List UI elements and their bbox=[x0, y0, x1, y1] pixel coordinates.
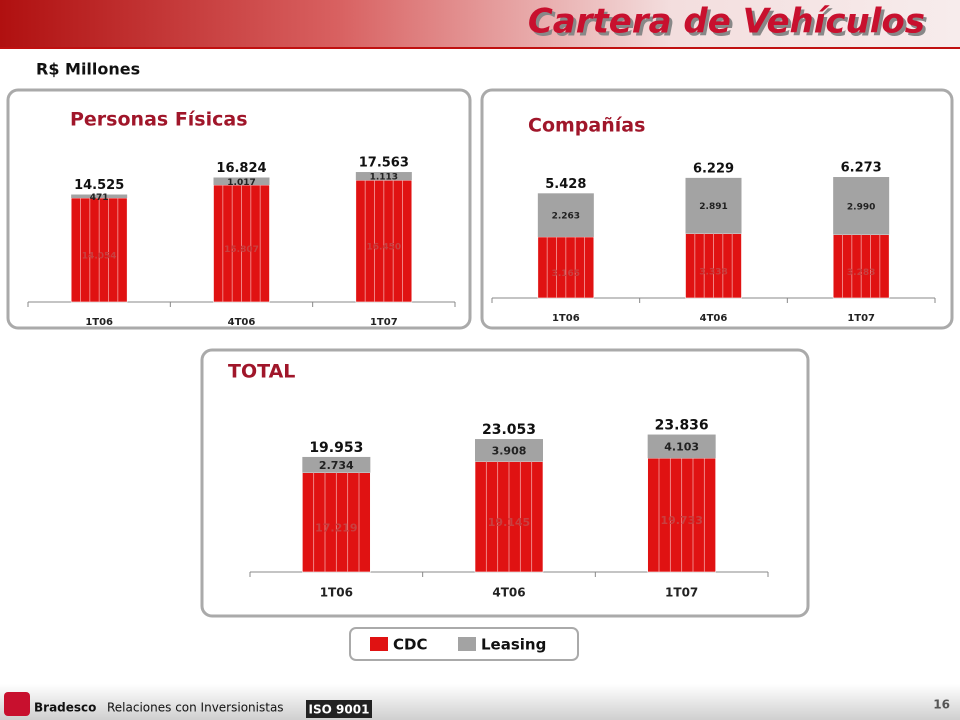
unit-label: R$ Millones bbox=[36, 60, 140, 79]
logo bbox=[4, 692, 30, 716]
total-label: 23.053 bbox=[482, 422, 536, 438]
footer-text: Relaciones con Inversionistas bbox=[107, 701, 284, 715]
x-tick-label: 1T06 bbox=[85, 317, 113, 328]
value-label: 14.054 bbox=[82, 252, 117, 262]
legend-swatch bbox=[370, 637, 388, 651]
page-number: 16 bbox=[933, 698, 950, 712]
slide-title: Cartera de Vehículos bbox=[528, 2, 925, 42]
legend-label: CDC bbox=[393, 636, 427, 654]
iso-badge bbox=[306, 700, 372, 718]
bar-segment bbox=[355, 172, 412, 181]
chart-title: TOTAL bbox=[228, 361, 295, 383]
total-label: 14.525 bbox=[74, 178, 124, 193]
x-tick-label: 1T06 bbox=[320, 586, 353, 600]
x-tick-label: 1T07 bbox=[370, 317, 398, 328]
total-label: 5.428 bbox=[545, 177, 586, 192]
value-label: 2.734 bbox=[319, 459, 354, 472]
x-tick-label: 4T06 bbox=[700, 313, 728, 324]
bar-segment bbox=[71, 194, 128, 199]
value-label: 3.283 bbox=[847, 268, 875, 278]
header-band bbox=[0, 0, 960, 48]
bar-segment bbox=[685, 177, 742, 234]
value-label: 4.103 bbox=[664, 440, 699, 453]
bar-segment bbox=[213, 177, 270, 186]
legend-label: Leasing bbox=[481, 636, 546, 654]
value-label: 3.338 bbox=[699, 267, 727, 277]
value-label: 19.145 bbox=[488, 516, 530, 529]
bar-segment bbox=[537, 193, 594, 237]
bar-segment bbox=[647, 434, 716, 459]
value-label: 3.908 bbox=[492, 444, 527, 457]
total-label: 19.953 bbox=[309, 440, 363, 456]
total-label: 23.836 bbox=[655, 418, 709, 434]
x-tick-label: 4T06 bbox=[228, 317, 256, 328]
value-label: 16.450 bbox=[366, 243, 401, 253]
x-tick-label: 1T06 bbox=[552, 313, 580, 324]
value-label: 2.263 bbox=[552, 212, 580, 222]
value-label: 15.807 bbox=[224, 245, 259, 255]
value-label: 3.165 bbox=[552, 269, 580, 279]
value-label: 19.733 bbox=[660, 514, 702, 527]
total-label: 6.273 bbox=[841, 161, 882, 176]
footer-band bbox=[0, 684, 960, 720]
footer-brand: Bradesco bbox=[34, 701, 96, 715]
x-tick-label: 4T06 bbox=[492, 586, 525, 600]
value-label: 2.990 bbox=[847, 202, 875, 212]
chart-title: Compañías bbox=[528, 115, 645, 137]
title-shadow: Cartera de Vehículos bbox=[531, 5, 928, 45]
chart-title: Personas Físicas bbox=[70, 109, 248, 131]
iso-label: ISO 9001 bbox=[309, 703, 370, 717]
bar-segment bbox=[302, 456, 371, 473]
total-label: 17.563 bbox=[359, 156, 409, 171]
value-label: 2.891 bbox=[699, 202, 727, 212]
total-label: 16.824 bbox=[216, 161, 266, 176]
x-tick-label: 1T07 bbox=[847, 313, 875, 324]
value-label: 1.113 bbox=[370, 173, 398, 183]
x-tick-label: 1T07 bbox=[665, 586, 698, 600]
legend-swatch bbox=[458, 637, 476, 651]
bar-segment bbox=[475, 439, 543, 462]
total-label: 6.229 bbox=[693, 161, 734, 176]
value-label: 17.219 bbox=[315, 521, 357, 534]
bar-segment bbox=[833, 177, 890, 235]
value-label: 471 bbox=[90, 193, 109, 203]
value-label: 1.017 bbox=[227, 178, 255, 188]
